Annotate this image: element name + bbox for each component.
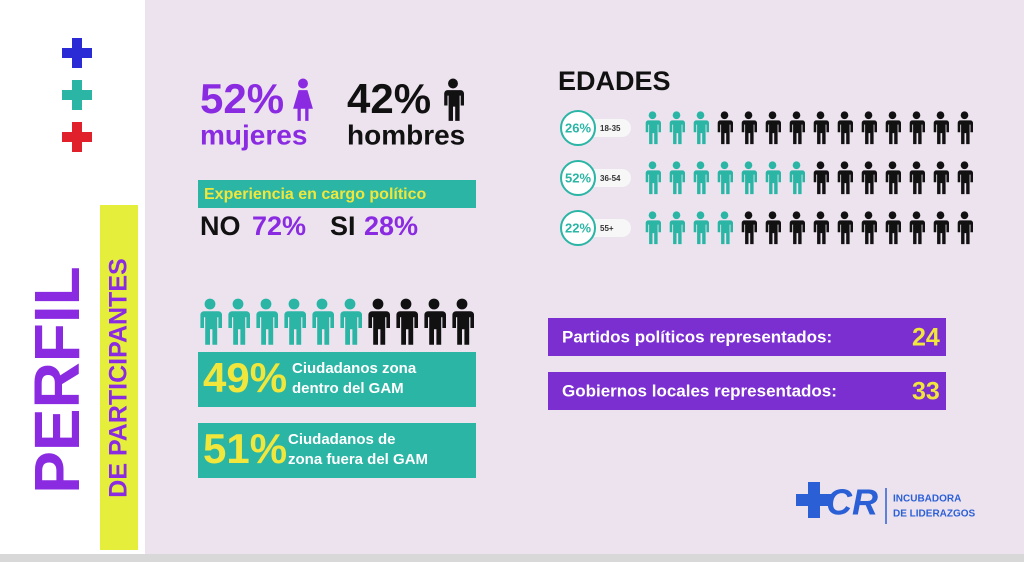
side-subtitle: DE PARTICIPANTES xyxy=(105,258,133,497)
experience-title: Experiencia en cargo político xyxy=(204,186,427,203)
logo-mark: CR xyxy=(826,482,878,523)
age-value: 26% xyxy=(565,120,591,135)
stat-band xyxy=(548,318,946,356)
stat-value: 33 xyxy=(912,378,940,406)
women-value: 52% xyxy=(200,75,284,122)
ages-title: EDADES xyxy=(558,66,671,96)
gam-value: 51% xyxy=(203,425,287,472)
experience-label: NO xyxy=(200,211,241,241)
ages-rows: 26% 18-35 52% 36-54 22% 55+ xyxy=(560,110,973,246)
age-range: 18-35 xyxy=(600,124,621,133)
range-pill xyxy=(585,119,631,137)
subtitle-band xyxy=(100,205,138,550)
gam-text: Ciudadanos de xyxy=(288,431,396,448)
gam-box xyxy=(198,423,476,478)
stat-label: Partidos políticos representados: xyxy=(562,327,832,346)
age-badge xyxy=(560,210,596,246)
range-pill xyxy=(585,169,631,187)
stat-label: Gobiernos locales representados: xyxy=(562,381,837,400)
age-badge xyxy=(560,160,596,196)
age-range: 36-54 xyxy=(600,174,621,183)
logo-text: INCUBADORA xyxy=(893,494,961,505)
men-value: 42% xyxy=(347,75,431,122)
logo-text: DE LIDERAZGOS xyxy=(893,509,976,520)
experience-value: 72% xyxy=(252,211,306,241)
gam-text: dentro del GAM xyxy=(292,380,404,397)
age-badge xyxy=(560,110,596,146)
gam-value: 49% xyxy=(203,354,287,401)
stat-value: 24 xyxy=(912,324,940,352)
gam-box xyxy=(198,352,476,407)
age-value: 22% xyxy=(565,220,591,235)
experience-value: 28% xyxy=(364,211,418,241)
range-pill xyxy=(585,219,631,237)
gam-text: zona fuera del GAM xyxy=(288,451,428,468)
experience-label: SI xyxy=(330,211,356,241)
bottom-edge xyxy=(0,554,1024,562)
gam-text: Ciudadanos zona xyxy=(292,360,417,377)
age-range: 55+ xyxy=(600,224,614,233)
age-value: 52% xyxy=(565,170,591,185)
experience-band xyxy=(198,180,476,208)
women-label: mujeres xyxy=(200,119,307,150)
plus-icons xyxy=(62,38,92,152)
men-label: hombres xyxy=(347,119,465,150)
side-title: PERFIL xyxy=(21,266,93,494)
logo-plus xyxy=(796,482,832,518)
stat-band xyxy=(548,372,946,410)
